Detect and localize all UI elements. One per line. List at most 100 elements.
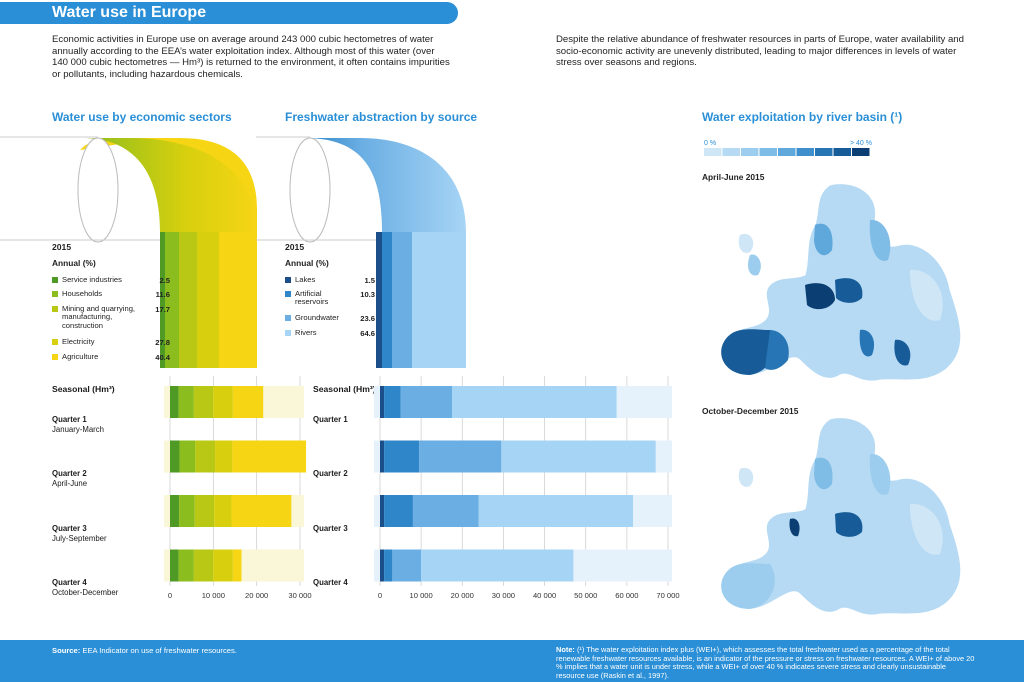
bar-segment bbox=[214, 495, 232, 527]
sources-annual-label: Annual (%) bbox=[285, 258, 329, 268]
x-tick-label: 30 000 bbox=[492, 591, 515, 600]
scale-cell bbox=[741, 148, 759, 156]
bar-segment bbox=[193, 386, 214, 418]
legend-value: 27.8 bbox=[155, 338, 170, 347]
sources-quarter-label: Quarter 1 bbox=[313, 415, 348, 425]
sources-title: Freshwater abstraction by source bbox=[285, 110, 478, 124]
sources-seasonal-chart: 0 10 000 20 000 30 000 40 000 50 000 60 000 70 … bbox=[374, 376, 680, 600]
x-tick-label: 70 000 bbox=[656, 591, 679, 600]
x-tick-label: 0 bbox=[378, 591, 382, 600]
quarter-name: Quarter 1 bbox=[313, 415, 348, 424]
sectors-legend: 2015 Annual (%) Service industries 2.5 H… bbox=[52, 242, 170, 377]
legend-label: Households bbox=[62, 289, 103, 298]
bar-segment bbox=[232, 386, 264, 418]
bar-segment bbox=[170, 495, 180, 527]
legend-item: Lakes 1.5 bbox=[285, 275, 375, 285]
sources-quarter-label: Quarter 4 bbox=[313, 578, 348, 588]
map-panel-2-label: October-December 2015 bbox=[702, 406, 799, 416]
scale-min-label: 0 % bbox=[704, 140, 716, 147]
legend-item: Electricity 27.8 bbox=[52, 337, 170, 347]
legend-label: Mining and quarrying, manufacturing, con… bbox=[62, 304, 136, 330]
bar-segment bbox=[178, 549, 194, 582]
x-tick-label: 10 000 bbox=[202, 591, 225, 600]
intro-right: Despite the relative abundance of freshw… bbox=[556, 34, 964, 69]
legend-item: Mining and quarrying, manufacturing, con… bbox=[52, 304, 170, 330]
legend-item: Groundwater 23.6 bbox=[285, 313, 375, 323]
europe-map-apr-jun bbox=[720, 183, 962, 382]
sources-legend: 2015 Annual (%) Lakes 1.5 Artificial res… bbox=[285, 242, 375, 352]
page-title: Water use in Europe bbox=[0, 2, 458, 24]
bar-segment bbox=[178, 386, 194, 418]
x-tick-label: 60 000 bbox=[615, 591, 638, 600]
sectors-quarter-label: Quarter 4 October-December bbox=[52, 578, 118, 597]
sources-seasonal-title: Seasonal (Hm³) bbox=[313, 384, 376, 394]
bar-segment bbox=[384, 440, 420, 473]
bar-segment bbox=[170, 386, 179, 418]
bar-segment bbox=[179, 495, 195, 527]
quarter-name: Quarter 4 bbox=[52, 578, 87, 587]
scale-cell bbox=[759, 148, 777, 156]
quarter-months: January-March bbox=[52, 424, 104, 434]
legend-item: Rivers 64.6 bbox=[285, 328, 375, 338]
legend-value: 1.5 bbox=[364, 276, 375, 285]
quarter-name: Quarter 2 bbox=[52, 469, 87, 478]
legend-swatch bbox=[52, 277, 58, 283]
scale-cell bbox=[852, 148, 870, 156]
bar-segment bbox=[213, 386, 233, 418]
sectors-quarter-label: Quarter 2 April-June bbox=[52, 469, 87, 488]
bar-segment bbox=[501, 440, 656, 473]
legend-swatch bbox=[285, 315, 291, 321]
bar-segment bbox=[213, 549, 233, 582]
legend-swatch bbox=[52, 306, 58, 312]
note-label: Note: bbox=[556, 645, 575, 654]
legend-swatch bbox=[52, 339, 58, 345]
legend-item: Artificial reservoirs 10.3 bbox=[285, 289, 375, 307]
scale-cell bbox=[815, 148, 833, 156]
sources-quarter-label: Quarter 2 bbox=[313, 469, 348, 479]
quarter-name: Quarter 3 bbox=[52, 524, 87, 533]
bar-segment bbox=[232, 440, 307, 473]
source-label: Source: bbox=[52, 646, 81, 655]
legend-label: Groundwater bbox=[295, 313, 339, 322]
sectors-annual-label: Annual (%) bbox=[52, 258, 96, 268]
note-text: (¹) The water exploitation index plus (W… bbox=[556, 645, 975, 680]
legend-swatch bbox=[285, 277, 291, 283]
bar-segment bbox=[170, 440, 180, 473]
legend-item: Agriculture 40.4 bbox=[52, 352, 170, 362]
bar-segment bbox=[400, 386, 452, 418]
legend-label: Rivers bbox=[295, 328, 317, 337]
source-text: EEA Indicator on use of freshwater resou… bbox=[82, 646, 237, 655]
scale-cell bbox=[778, 148, 796, 156]
x-tick-label: 20 000 bbox=[245, 591, 268, 600]
bar-segment bbox=[380, 386, 385, 418]
bar-segment bbox=[194, 495, 215, 527]
bar-segment bbox=[179, 440, 196, 473]
legend-label: Agriculture bbox=[62, 352, 99, 361]
legend-label: Service industries bbox=[62, 275, 122, 284]
scale-cell bbox=[833, 148, 851, 156]
bar-segment bbox=[478, 495, 634, 527]
footnote: Note: (¹) The water exploitation index p… bbox=[556, 645, 976, 680]
x-tick-label: 50 000 bbox=[574, 591, 597, 600]
x-tick-label: 0 bbox=[168, 591, 172, 600]
bar-segment bbox=[384, 549, 393, 582]
quarter-name: Quarter 1 bbox=[52, 415, 87, 424]
legend-value: 2.5 bbox=[159, 276, 170, 285]
source-note: Source: EEA Indicator on use of freshwat… bbox=[52, 646, 237, 655]
legend-value: 64.6 bbox=[360, 329, 375, 338]
legend-label: Artificial reservoirs bbox=[295, 289, 329, 307]
bar-segment bbox=[215, 440, 233, 473]
bar-segment bbox=[380, 440, 385, 473]
scale-cells bbox=[704, 148, 870, 156]
sectors-quarter-label: Quarter 3 July-September bbox=[52, 524, 107, 543]
x-tick-label: 20 000 bbox=[451, 591, 474, 600]
x-tick-label: 30 000 bbox=[288, 591, 311, 600]
quarter-months: July-September bbox=[52, 533, 107, 543]
legend-value: 10.3 bbox=[360, 290, 375, 299]
map-title: Water exploitation by river basin (¹) bbox=[702, 110, 903, 124]
bar-segment bbox=[380, 549, 385, 582]
sectors-title: Water use by economic sectors bbox=[52, 110, 232, 124]
legend-item: Households 11.6 bbox=[52, 289, 170, 299]
quarter-name: Quarter 2 bbox=[313, 469, 348, 478]
intro-left: Economic activities in Europe use on ave… bbox=[52, 34, 450, 80]
